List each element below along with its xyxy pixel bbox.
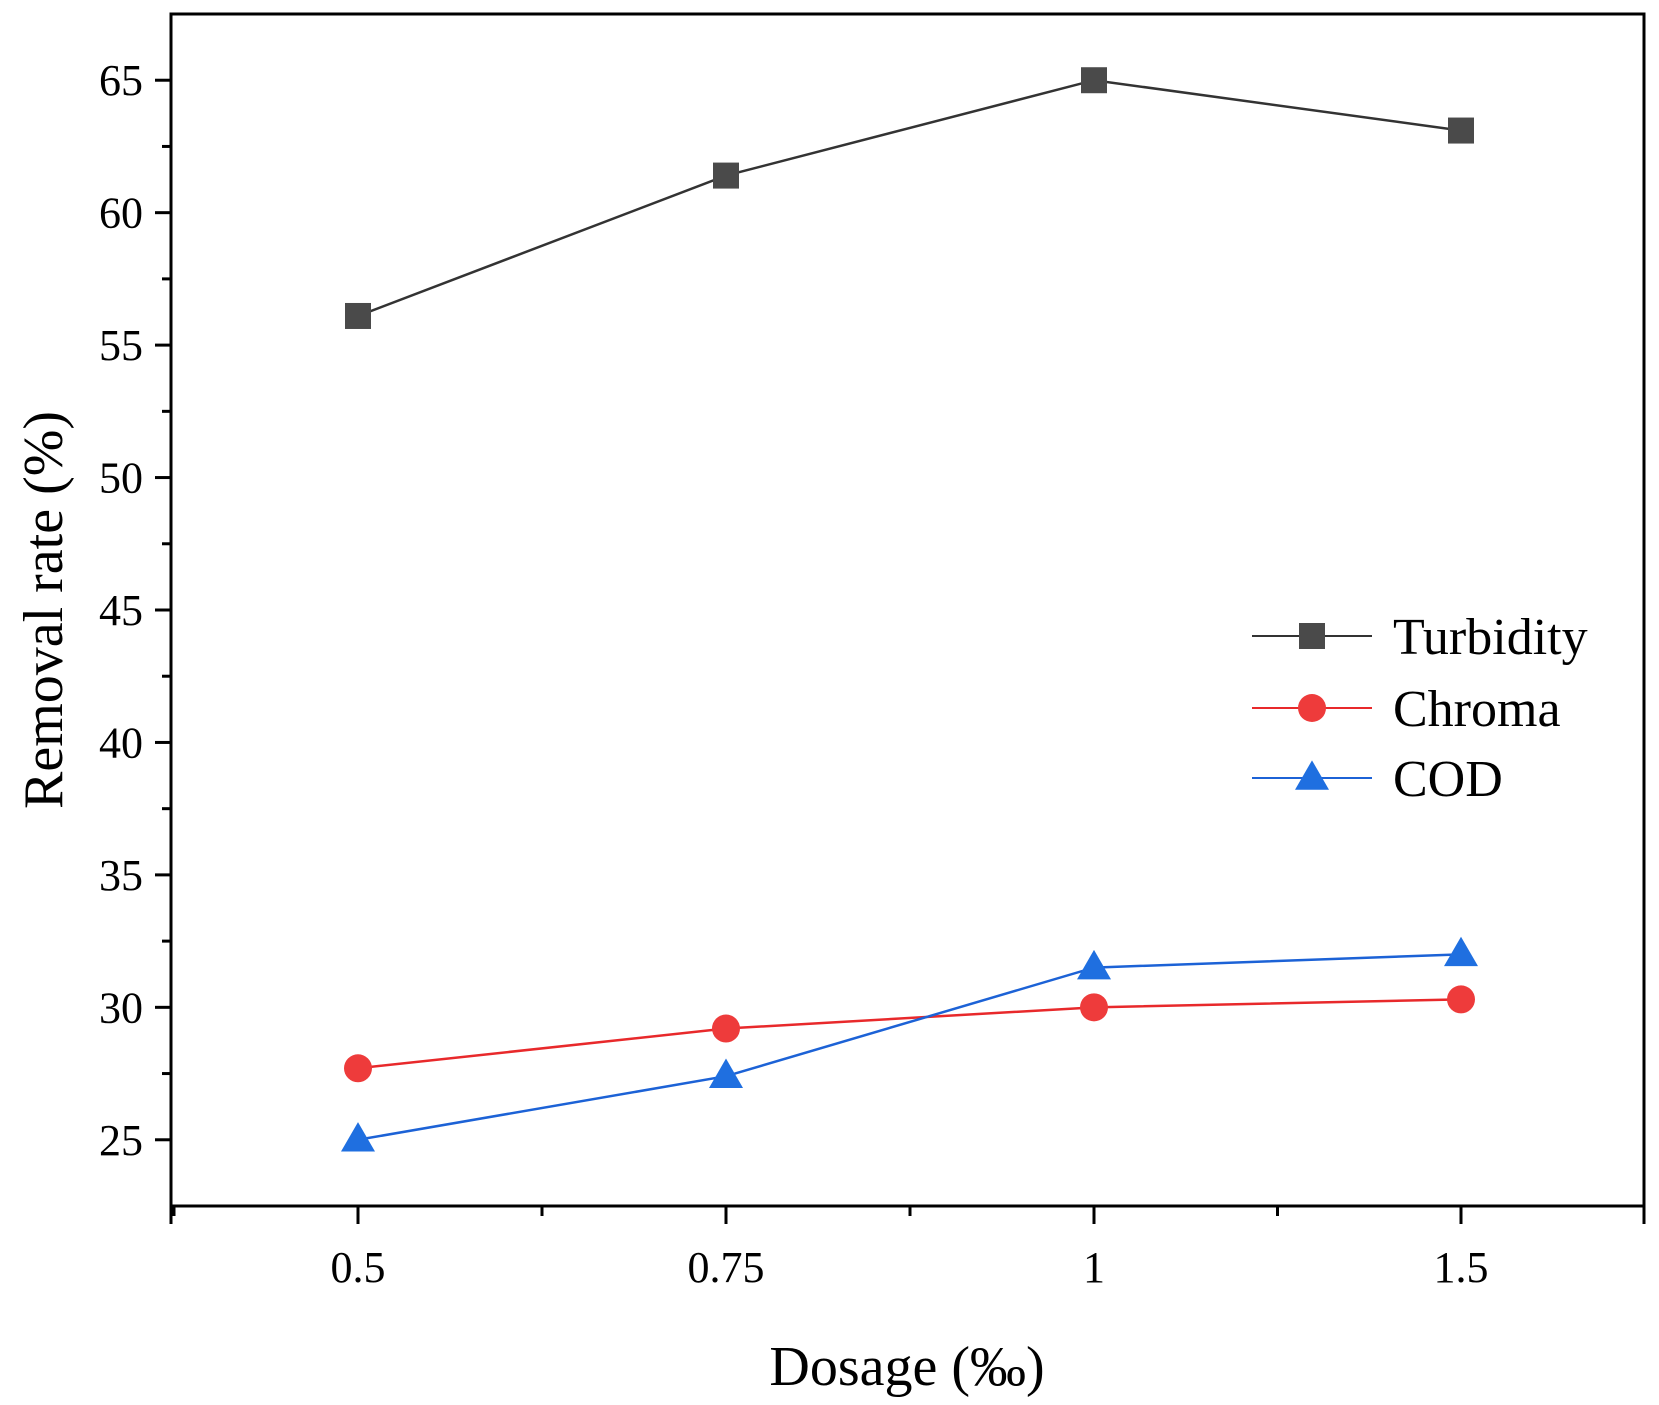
data-point-turbidity [345,302,371,329]
legend-label-cod: COD [1393,751,1503,808]
data-point-cod [709,1058,743,1088]
legend-marker-chroma [1298,694,1326,722]
y-tick-label: 30 [99,983,143,1032]
x-axis: 0.5 0.75 1 1.5 [169,1206,1646,1292]
data-point-chroma [1447,985,1475,1014]
legend-item-cod: COD [1252,751,1503,808]
data-point-turbidity [1081,67,1107,94]
y-axis-title: Removal rate (%) [13,411,75,809]
x-tick-label: 0.5 [331,1243,386,1292]
series-line-turbidity [357,78,1462,318]
data-point-chroma [712,1014,740,1043]
y-tick-label: 55 [99,321,143,370]
data-point-turbidity [713,162,739,189]
legend-label-chroma: Chroma [1393,681,1561,738]
legend-label-turbidity: Turbidity [1393,609,1588,666]
x-tick-label: 1 [1083,1243,1105,1292]
y-axis: 25 30 35 40 45 50 55 60 65 [99,56,171,1165]
y-tick-label: 50 [99,454,143,503]
x-tick-label: 1.5 [1434,1243,1489,1292]
y-tick-label: 40 [99,718,143,767]
series-line-chroma [357,998,1462,1070]
legend: Turbidity Chroma COD [1252,609,1588,808]
series-layer [341,67,1478,1152]
x-axis-title: Dosage (‰) [769,1336,1044,1398]
data-point-cod [1077,949,1111,980]
y-tick-label: 25 [99,1116,143,1165]
y-tick-label: 35 [99,851,143,900]
x-tick-label: 0.75 [688,1243,765,1292]
data-point-cod [341,1122,375,1152]
legend-item-chroma: Chroma [1252,681,1561,738]
y-tick-label: 60 [99,189,143,238]
data-point-chroma [344,1054,372,1083]
y-tick-label: 45 [99,586,143,635]
legend-marker-turbidity [1299,623,1325,649]
legend-item-turbidity: Turbidity [1252,609,1588,666]
series-chroma [344,985,1475,1083]
data-point-cod [1444,936,1478,967]
y-tick-label: 65 [99,56,143,105]
data-point-turbidity [1448,117,1474,144]
data-point-chroma [1080,993,1108,1022]
series-cod [341,936,1478,1152]
legend-marker-cod [1295,760,1329,790]
series-turbidity [345,67,1474,329]
series-line-cod [357,953,1462,1142]
